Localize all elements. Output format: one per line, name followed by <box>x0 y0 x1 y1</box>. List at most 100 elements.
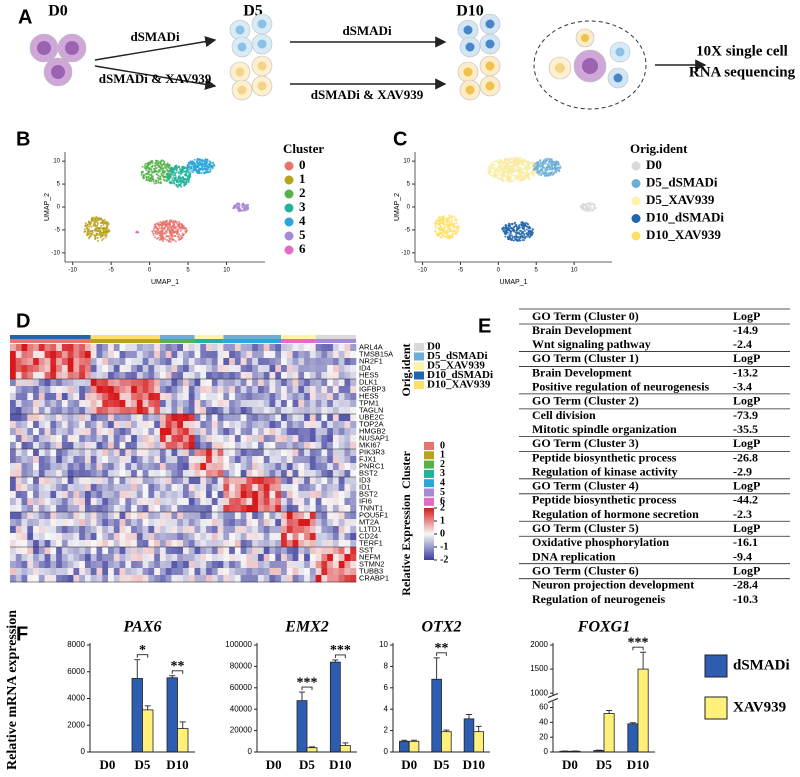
heatmap-cell <box>96 358 103 366</box>
heatmap-cell <box>171 456 178 464</box>
heatmap-cell <box>194 344 201 352</box>
heatmap-cell <box>10 491 17 499</box>
umap-point <box>524 160 527 163</box>
heatmap-cell <box>223 365 230 373</box>
heatmap-cell <box>148 484 155 492</box>
umap-point <box>500 174 504 177</box>
umap-point <box>156 222 159 225</box>
heatmap-cell <box>292 526 299 534</box>
heatmap-cell <box>304 477 311 485</box>
y-tick-label: 4 <box>384 704 389 713</box>
umap-point <box>205 160 208 163</box>
nucleus <box>580 33 590 43</box>
heatmap-cell <box>350 428 357 436</box>
heatmap-cell <box>136 512 143 520</box>
umap-point <box>521 170 524 174</box>
heatmap-cell <box>10 547 17 555</box>
umap-point <box>169 224 172 227</box>
umap-point <box>172 223 175 226</box>
heatmap-cell <box>50 351 57 359</box>
heatmap-cell <box>148 470 155 478</box>
go-term: Mitotic spindle organization <box>532 422 677 436</box>
heatmap-cell <box>131 421 138 429</box>
heatmap-cell <box>281 477 288 485</box>
heatmap-cell <box>142 428 149 436</box>
heatmap-cell <box>38 547 45 555</box>
heatmap-cell <box>131 463 138 471</box>
heatmap-cell <box>165 386 172 394</box>
heatmap-cell <box>292 365 299 373</box>
heatmap-cell <box>165 484 172 492</box>
umap-point <box>455 221 458 224</box>
heatmap-cell <box>350 442 357 450</box>
x-tick-label: 0 <box>497 268 501 274</box>
heatmap-cell <box>165 533 172 541</box>
heatmap-cell <box>304 414 311 422</box>
heatmap-cell <box>298 568 305 576</box>
heatmap-cell <box>73 463 80 471</box>
heatmap-cell <box>38 491 45 499</box>
heatmap-cell <box>344 484 351 492</box>
heatmap-cell <box>27 428 34 436</box>
heatmap-cell <box>321 498 328 506</box>
umap-point <box>589 206 592 209</box>
heatmap-cell <box>33 547 40 555</box>
heatmap-cell <box>131 512 138 520</box>
heatmap-cell <box>281 512 288 520</box>
heatmap-cell <box>211 477 218 485</box>
umap-point <box>147 177 150 180</box>
heatmap-cell <box>50 477 57 485</box>
umap-point <box>98 228 101 231</box>
heatmap-cell <box>154 344 161 352</box>
heatmap-cell <box>142 456 149 464</box>
umap-point <box>202 165 205 168</box>
heatmap-cell <box>338 428 345 436</box>
heatmap-cell <box>113 372 120 380</box>
heatmap-cell <box>44 575 51 583</box>
heatmap-cell <box>148 477 155 485</box>
heatmap-cell <box>281 498 288 506</box>
umap-point <box>503 172 506 175</box>
heatmap-cell <box>292 428 299 436</box>
heatmap-cell <box>56 449 63 457</box>
heatmap-cell <box>304 498 311 506</box>
heatmap-cell <box>332 393 339 401</box>
umap-point <box>492 160 496 164</box>
heatmap-cell <box>177 554 184 562</box>
umap-point <box>523 222 526 225</box>
umap-point <box>204 161 207 164</box>
heatmap-cell <box>211 400 218 408</box>
nucleus <box>485 19 495 29</box>
heatmap-cell <box>38 442 45 450</box>
heatmap-cell <box>315 491 322 499</box>
heatmap-cell <box>350 512 357 520</box>
umap-point <box>434 222 437 225</box>
heatmap-cell <box>194 400 201 408</box>
heatmap-cell <box>309 379 316 387</box>
heatmap-cell <box>269 456 276 464</box>
heatmap-cell <box>263 484 270 492</box>
heatmap-cell <box>177 414 184 422</box>
umap-point <box>525 164 528 168</box>
heatmap-cell <box>327 358 334 366</box>
heatmap-cell <box>286 547 293 555</box>
heatmap-cell <box>27 477 34 485</box>
heatmap-cell <box>50 365 57 373</box>
heatmap-cell <box>257 379 265 387</box>
heatmap-cell <box>350 575 357 583</box>
umap-point <box>508 236 511 239</box>
stage-label: D10 <box>456 3 484 20</box>
heatmap-cell <box>165 456 172 464</box>
heatmap-cell <box>217 568 224 576</box>
heatmap-cell <box>119 533 126 541</box>
heatmap-cell <box>229 400 236 408</box>
umap-point <box>512 239 515 242</box>
heatmap-cell <box>246 463 253 471</box>
heatmap-cell <box>67 540 74 548</box>
umap-point <box>499 163 502 166</box>
heatmap-cell <box>183 442 190 450</box>
heatmap-cell <box>183 386 190 394</box>
bar <box>408 740 420 753</box>
umap-point <box>174 174 177 177</box>
heatmap-cell <box>327 400 334 408</box>
